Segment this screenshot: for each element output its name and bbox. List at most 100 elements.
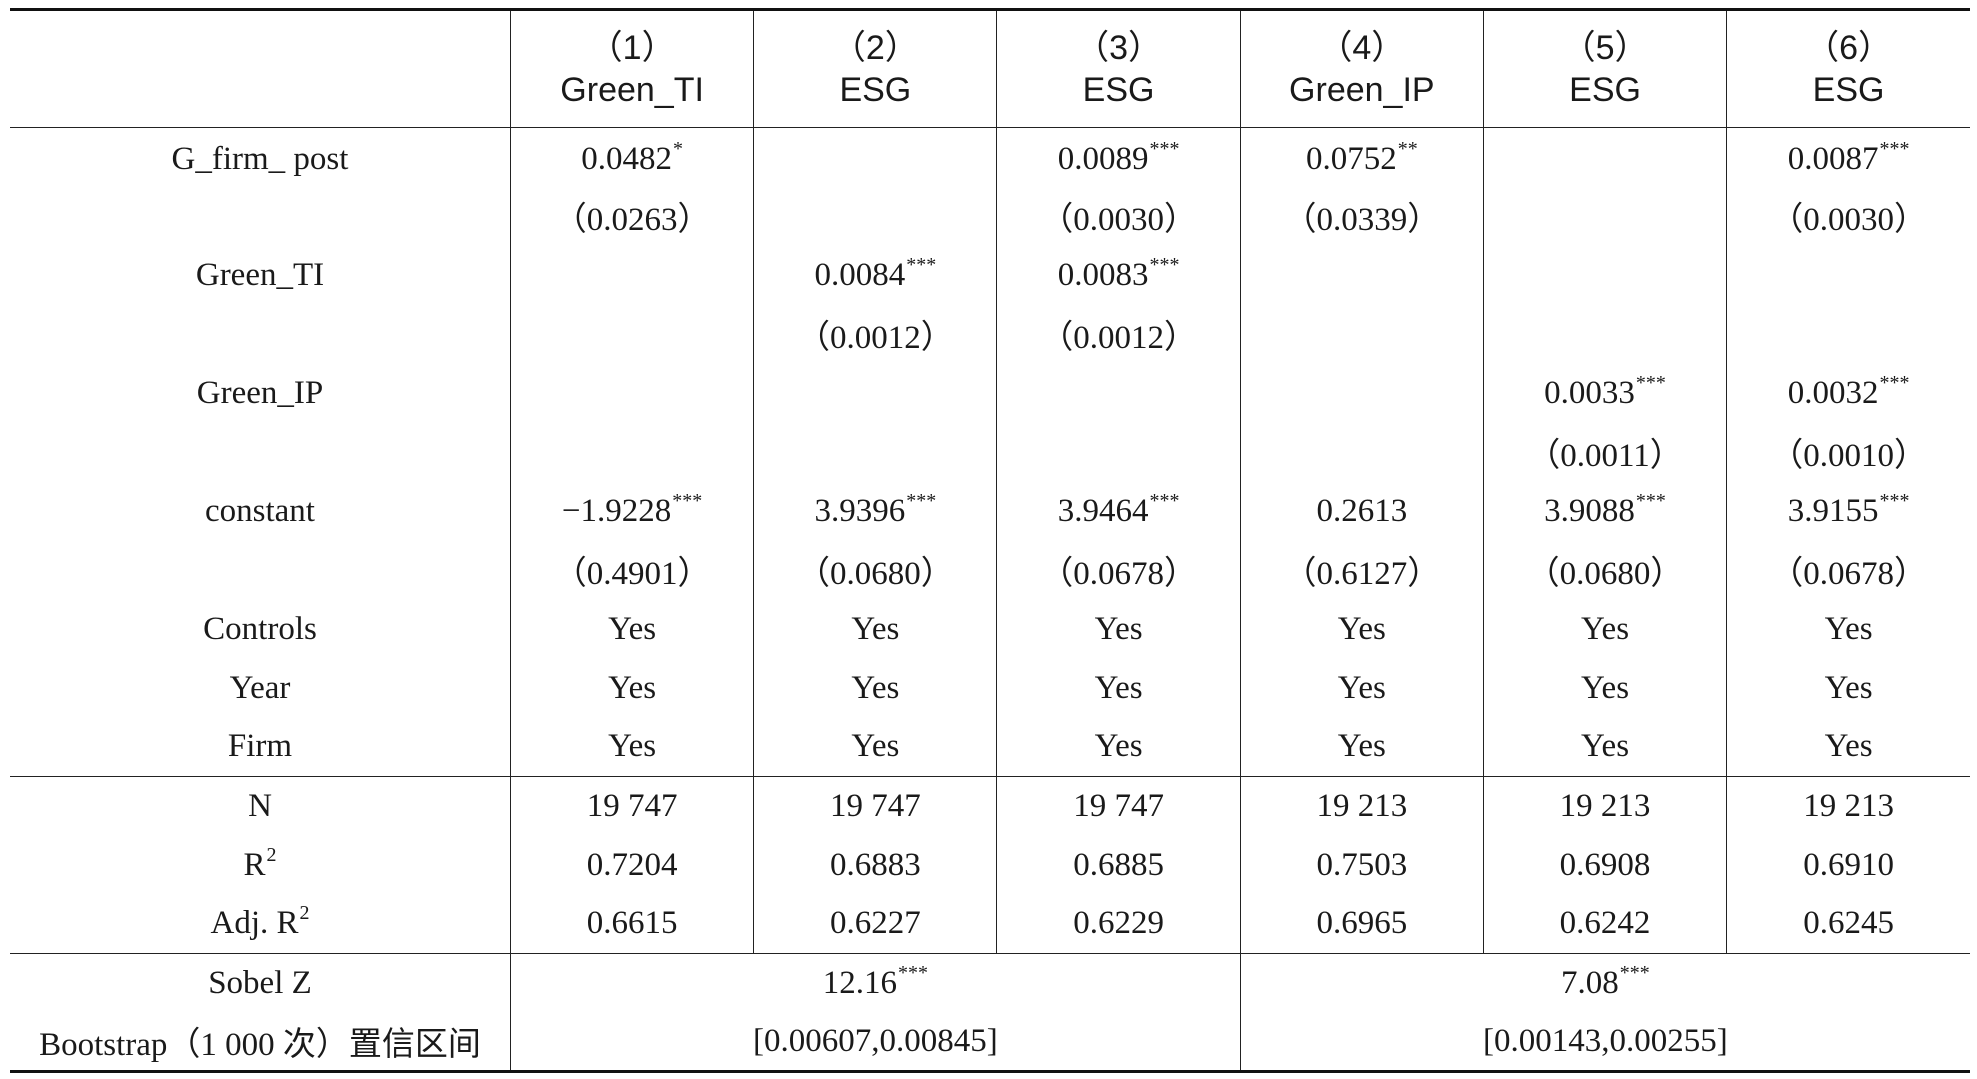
column-header: （3） ESG	[996, 9, 1241, 128]
sobel-left-cell: 12.16***	[510, 953, 1241, 1013]
table-cell: 0.6229	[996, 894, 1241, 954]
bootstrap-left-cell: [0.00607,0.00845]	[510, 1012, 1241, 1072]
cell-value: （0.0030）	[1770, 202, 1927, 238]
table-cell: 3.9088***	[1482, 481, 1727, 541]
cell-value: Yes	[1581, 728, 1630, 765]
table-cell: （0.6127）	[1239, 540, 1484, 600]
cell-value: Yes	[1094, 610, 1143, 647]
cell-value: （0.0678）	[1770, 556, 1927, 592]
table-cell: （0.0678）	[996, 540, 1241, 600]
table-cell: （0.0030）	[996, 186, 1241, 246]
table-cell: （0.0678）	[1726, 540, 1970, 600]
row-label: Year	[229, 669, 291, 706]
table-cell: Yes	[753, 599, 997, 659]
stat-label: N	[248, 787, 272, 824]
table-cell	[1239, 422, 1484, 482]
significance-stars: ***	[1619, 961, 1650, 984]
row-label: Green_TI	[195, 256, 325, 293]
table-cell: 0.6615	[509, 894, 754, 954]
table-cell: Yes	[1482, 717, 1727, 777]
significance-stars: ***	[906, 253, 937, 276]
table-cell: 19 747	[996, 776, 1241, 836]
column-header: （1） Green_TI	[509, 9, 754, 128]
table-cell: 3.9464***	[996, 481, 1241, 541]
row-label	[10, 305, 511, 364]
coefficient-rows: G_firm_ post 0.0482* 0.0089 *** 0.0752** 0.00…	[10, 127, 1970, 777]
cell-value: （0.0680）	[796, 556, 954, 592]
row-label: Bootstrap（1 000 次）置信区间	[10, 1013, 511, 1072]
table-cell: 19 747	[753, 776, 997, 836]
table-cell	[753, 186, 997, 246]
table-cell: 0.0033***	[1482, 363, 1727, 423]
cell-value: 0.0089	[1057, 140, 1149, 177]
cell-value: 3.9464	[1057, 492, 1149, 529]
cell-value: Yes	[1337, 728, 1386, 765]
cell-value: 3.9396	[814, 492, 906, 529]
table-cell: Yes	[753, 717, 997, 777]
column-header: （2） ESG	[753, 9, 997, 128]
table-cell	[1482, 245, 1727, 305]
table-cell: （0.0339）	[1239, 186, 1484, 246]
table-cell: 19 213	[1726, 776, 1970, 836]
table-cell: Yes	[509, 599, 754, 659]
table-cell: （0.4901）	[509, 540, 754, 600]
table-cell: 0.7503	[1239, 835, 1484, 895]
cell-value: 0.0482	[581, 140, 672, 177]
table-row: Controls Yes Yes Yes Yes Yes Yes	[10, 599, 1970, 659]
statistics-rows: N 19 747 19 747 19 747 19 213 19 213 19 213 R2 0…	[10, 776, 1970, 954]
cell-value: 0.0087	[1787, 140, 1879, 177]
table-cell: Yes	[509, 658, 754, 718]
table-cell	[1482, 127, 1727, 187]
table-cell: 0.6910	[1726, 835, 1970, 895]
sobel-right-value: 7.08	[1560, 964, 1619, 1001]
table-cell	[1239, 245, 1484, 305]
table-cell	[1726, 304, 1970, 364]
table-cell	[1239, 304, 1484, 364]
significance-stars: ***	[1635, 371, 1666, 394]
table-cell: 0.6245	[1726, 894, 1970, 954]
header-row: （1） Green_TI （2） ESG （3） ESG （4） Green_IP （5…	[10, 9, 1970, 128]
bootstrap-label: Bootstrap（1 000 次）置信区间	[39, 1027, 481, 1064]
table-header: （1） Green_TI （2） ESG （3） ESG （4） Green_IP （5…	[10, 9, 1970, 128]
column-header: （5） ESG	[1482, 9, 1727, 128]
table-cell	[1482, 304, 1727, 364]
cell-value: （0.0012）	[796, 320, 954, 356]
cell-value: 0.0032	[1787, 374, 1879, 411]
table-cell: Yes	[753, 658, 997, 718]
sobel-left-value: 12.16	[822, 964, 897, 1001]
table-cell: 0.6883	[753, 835, 997, 895]
significance-stars: *	[672, 137, 683, 160]
table-cell: （0.0011）	[1482, 422, 1727, 482]
stat-row: N 19 747 19 747 19 747 19 213 19 213 19 213	[10, 776, 1970, 836]
significance-stars: ***	[1149, 489, 1180, 512]
table-cell: Yes	[1482, 658, 1727, 718]
table-cell	[1482, 186, 1727, 246]
table-cell	[753, 363, 997, 423]
cell-value: （0.4901）	[553, 556, 711, 592]
table-cell: Yes	[1726, 658, 1970, 718]
table-cell: 0.6908	[1482, 835, 1727, 895]
significance-stars: ***	[1879, 489, 1910, 512]
table-cell: （0.0010）	[1726, 422, 1970, 482]
table-cell: （0.0012）	[753, 304, 997, 364]
row-label: G_firm_ post	[171, 140, 349, 177]
cell-value: （0.0010）	[1770, 438, 1927, 474]
cell-value: Yes	[1337, 610, 1386, 647]
cell-value: 0.0084	[814, 256, 906, 293]
column-header: （4） Green_IP	[1239, 9, 1484, 128]
row-label: N	[10, 777, 511, 836]
cell-value: 0.0033	[1544, 374, 1635, 411]
table-cell: 0.0752**	[1239, 127, 1484, 187]
table-row: Green_IP 0.0033*** 0.0032***	[10, 363, 1970, 423]
cell-value: Yes	[1337, 669, 1386, 706]
cell-value: 0.0752	[1305, 140, 1397, 177]
table-row: （0.0011） （0.0010）	[10, 422, 1970, 482]
table-cell: −1.9228***	[509, 481, 754, 541]
stat-label: Adj. R	[210, 905, 299, 942]
table-row: （0.0012） （0.0012）	[10, 304, 1970, 364]
stat-label: R	[243, 846, 266, 883]
cell-value: Yes	[1824, 669, 1873, 706]
cell-value: Yes	[608, 728, 657, 765]
cell-value: （0.0030）	[1040, 202, 1197, 238]
table-row: Firm Yes Yes Yes Yes Yes Yes	[10, 717, 1970, 777]
